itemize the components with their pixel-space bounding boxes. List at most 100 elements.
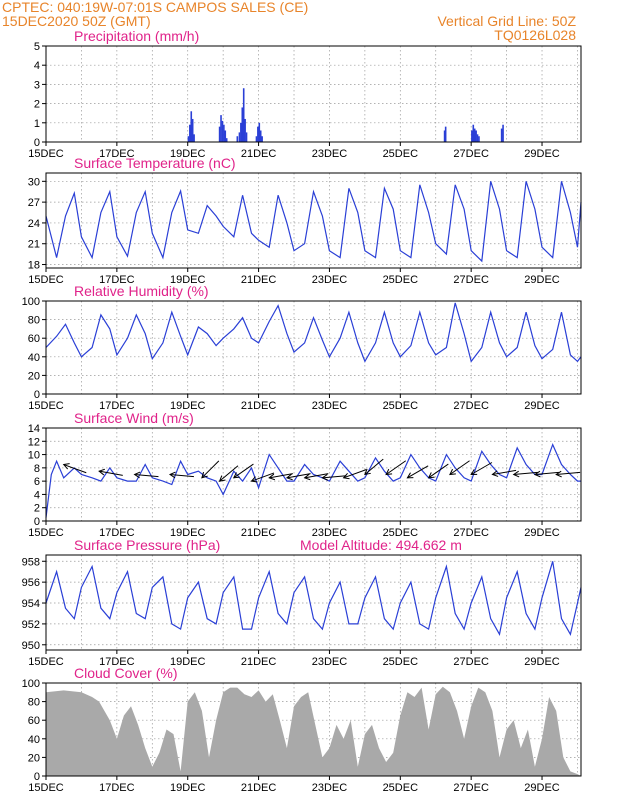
x-tick-label: 23DEC: [312, 400, 348, 412]
run-date-header: 15DEC2020 50Z (GMT): [2, 13, 151, 29]
precip-bar: [444, 126, 447, 142]
wind-arrow: [491, 469, 517, 477]
x-tick-label: 15DEC: [28, 148, 64, 160]
x-tick-label: 23DEC: [312, 274, 348, 286]
precip-bar: [218, 126, 221, 142]
x-tick-label: 29DEC: [524, 656, 560, 668]
y-tick-label: 954: [22, 598, 40, 610]
precip-bar: [258, 122, 261, 142]
wind-arrow: [168, 471, 194, 479]
panel-2: 18 21 24 27 30 15DEC 17DEC 19DEC 21DEC 23DEC 25DEC…: [28, 155, 582, 286]
x-tick-label: 15DEC: [28, 527, 64, 539]
x-tick-label: 23DEC: [312, 782, 348, 794]
wind-arrow: [342, 469, 367, 480]
wind-arrow: [470, 462, 493, 476]
y-tick-label: 40: [28, 352, 40, 364]
precip-bar: [240, 122, 242, 142]
x-tick-label: 21DEC: [241, 400, 277, 412]
series-line-4: [45, 442, 581, 518]
panel-frame: [45, 682, 582, 777]
y-tick-label: 0: [34, 389, 40, 401]
y-tick-label: 4: [34, 489, 40, 501]
panel-3: 0 20 40 60 80 100 15DEC 17DEC 19DEC 21DEC 23DEC 25D…: [22, 283, 582, 412]
y-tick-label: 950: [22, 640, 40, 652]
wind-arrow: [250, 472, 275, 483]
precip-bar: [241, 107, 244, 142]
precip-bar: [244, 118, 246, 142]
grid-note-header: Vertical Grid Line: 50Z: [437, 13, 576, 29]
x-tick-label: 27DEC: [453, 527, 489, 539]
precip-bar: [473, 128, 476, 142]
x-tick-label: 15DEC: [28, 656, 64, 668]
y-tick-label: 3: [34, 79, 40, 91]
y-tick-label: 27: [28, 197, 40, 209]
wind-arrow: [449, 460, 470, 476]
precip-bar: [443, 130, 446, 142]
x-tick-label: 23DEC: [312, 527, 348, 539]
x-tick-label: 25DEC: [383, 656, 419, 668]
x-tick-label: 23DEC: [312, 148, 348, 160]
panel-title: Relative Humidity (%): [74, 283, 209, 299]
model-code-header: TQ0126L028: [494, 27, 576, 43]
wind-arrow: [321, 474, 347, 481]
panel-title: Precipitation (mm/h): [74, 28, 199, 44]
precip-bar: [242, 88, 245, 142]
x-tick-label: 19DEC: [170, 656, 206, 668]
y-tick-label: 5: [34, 41, 40, 53]
panel-frame: [45, 554, 582, 651]
y-tick-label: 60: [28, 715, 40, 727]
x-tick-label: 27DEC: [453, 274, 489, 286]
y-tick-label: 8: [34, 463, 40, 475]
x-tick-label: 17DEC: [99, 782, 135, 794]
precip-bar: [472, 124, 475, 142]
x-tick-label: 19DEC: [170, 527, 206, 539]
y-tick-label: 100: [22, 296, 40, 308]
y-tick-label: 2: [34, 99, 40, 111]
x-tick-label: 15DEC: [28, 400, 64, 412]
precip-bar: [475, 130, 477, 142]
series-line-3: [45, 302, 582, 363]
precip-bar: [478, 136, 480, 142]
model-altitude-note: Model Altitude: 494.662 m: [300, 537, 462, 553]
precip-bar: [257, 126, 259, 142]
wind-arrow: [364, 458, 384, 476]
y-tick-label: 14: [28, 423, 40, 435]
x-tick-label: 29DEC: [524, 782, 560, 794]
wind-arrow: [427, 463, 449, 479]
x-tick-label: 17DEC: [99, 400, 135, 412]
panel-5: 950 952 954 956 958 15DEC 17DEC 19DEC 21DEC 23DEC…: [22, 537, 582, 668]
y-tick-label: 12: [28, 436, 40, 448]
precip-bar: [187, 136, 190, 142]
x-tick-label: 15DEC: [28, 274, 64, 286]
panel-title: Surface Pressure (hPa): [74, 537, 220, 553]
precip-bar: [221, 120, 224, 142]
precip-bar: [238, 132, 241, 142]
x-tick-label: 29DEC: [524, 527, 560, 539]
y-tick-label: 6: [34, 476, 40, 488]
wind-arrow: [406, 465, 429, 479]
precip-bar: [224, 130, 227, 142]
precip-bar: [193, 134, 195, 142]
x-tick-label: 27DEC: [453, 656, 489, 668]
y-tick-label: 30: [28, 176, 40, 188]
x-tick-label: 19DEC: [170, 274, 206, 286]
precip-bar: [236, 136, 239, 142]
y-tick-label: 24: [28, 218, 40, 230]
x-tick-label: 25DEC: [383, 274, 419, 286]
y-tick-label: 0: [34, 137, 40, 149]
y-tick-label: 1: [34, 118, 40, 130]
wind-arrow: [62, 463, 87, 474]
y-tick-label: 40: [28, 734, 40, 746]
precip-bar: [255, 136, 258, 142]
x-tick-label: 19DEC: [170, 782, 206, 794]
y-tick-label: 10: [28, 450, 40, 462]
panel-frame: [45, 300, 582, 395]
panel-title: Cloud Cover (%): [74, 665, 177, 681]
x-tick-label: 21DEC: [241, 274, 277, 286]
precip-bar: [502, 124, 504, 142]
x-tick-label: 19DEC: [170, 148, 206, 160]
precip-bar: [500, 128, 503, 142]
wind-arrow: [303, 473, 329, 481]
x-tick-label: 29DEC: [524, 400, 560, 412]
wind-arrow: [268, 473, 293, 481]
